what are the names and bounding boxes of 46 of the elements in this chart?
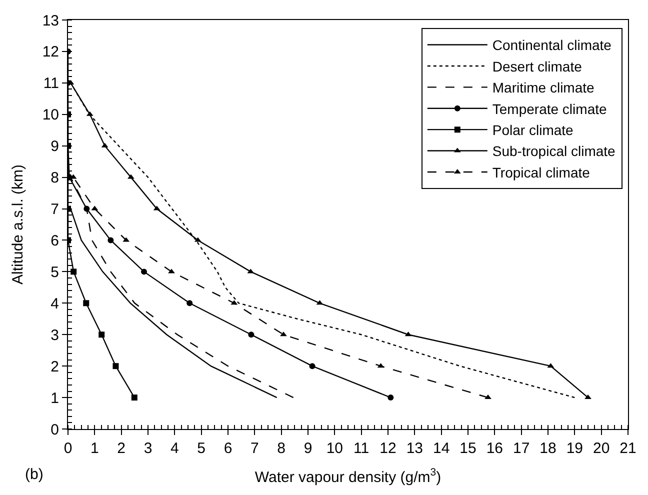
- x-tick-label: 8: [277, 440, 286, 457]
- x-tick-label: 12: [380, 440, 396, 457]
- x-tick-label: 7: [250, 440, 259, 457]
- y-axis-title: Altitude a.s.l. (km): [10, 164, 27, 285]
- x-tick-label: 20: [592, 440, 610, 457]
- x-tick-label: 3: [144, 440, 152, 457]
- y-tick-label: 5: [50, 264, 59, 281]
- y-tick-label: 11: [43, 75, 59, 92]
- x-tick-label: 11: [354, 440, 370, 457]
- y-tick-label: 8: [50, 170, 59, 187]
- x-tick-label: 21: [620, 440, 636, 457]
- x-tick-label: 6: [224, 440, 232, 457]
- x-tick-label: 0: [64, 440, 72, 457]
- y-tick-label: 10: [42, 106, 59, 124]
- text: (b): [25, 466, 44, 483]
- legend-label: Desert climate: [492, 58, 582, 74]
- x-tick-label: 15: [460, 440, 476, 457]
- x-tick-label: 18: [540, 440, 556, 457]
- x-tick-label: 9: [304, 440, 312, 457]
- y-tick-label: 2: [50, 358, 59, 376]
- y-tick-label: 1: [50, 390, 59, 407]
- x-tick-label: 1: [90, 440, 99, 457]
- y-tick-label: 4: [50, 295, 59, 312]
- legend-label: Maritime climate: [492, 80, 595, 96]
- y-tick-label: 13: [42, 12, 59, 30]
- x-tick-label: 2: [117, 440, 126, 457]
- y-tick-label: 9: [50, 138, 59, 156]
- x-tick-label: 16: [486, 440, 504, 457]
- x-tick-label: 4: [170, 440, 179, 457]
- x-tick-label: 14: [432, 440, 450, 457]
- y-tick-label: 3: [50, 326, 59, 344]
- legend-label: Continental climate: [492, 37, 612, 54]
- y-tick-label: 0: [50, 421, 59, 438]
- y-tick-label: 12: [42, 44, 59, 61]
- y-tick-label: 7: [50, 201, 59, 218]
- legend-label: Sub-tropical climate: [492, 143, 616, 160]
- legend-label: Tropical climate: [492, 164, 590, 180]
- y-tick-label: 6: [50, 232, 59, 250]
- legend-label: Polar climate: [492, 122, 574, 138]
- x-axis-title: Water vapour density (g/m$^{3}$): [254, 466, 442, 486]
- x-tick-label: 13: [406, 440, 424, 457]
- x-tick-label: 10: [326, 440, 344, 457]
- x-tick-label: 19: [566, 440, 584, 457]
- legend-label: Temperate climate: [492, 100, 607, 117]
- x-tick-label: 17: [512, 440, 530, 457]
- x-tick-label: 5: [197, 440, 206, 457]
